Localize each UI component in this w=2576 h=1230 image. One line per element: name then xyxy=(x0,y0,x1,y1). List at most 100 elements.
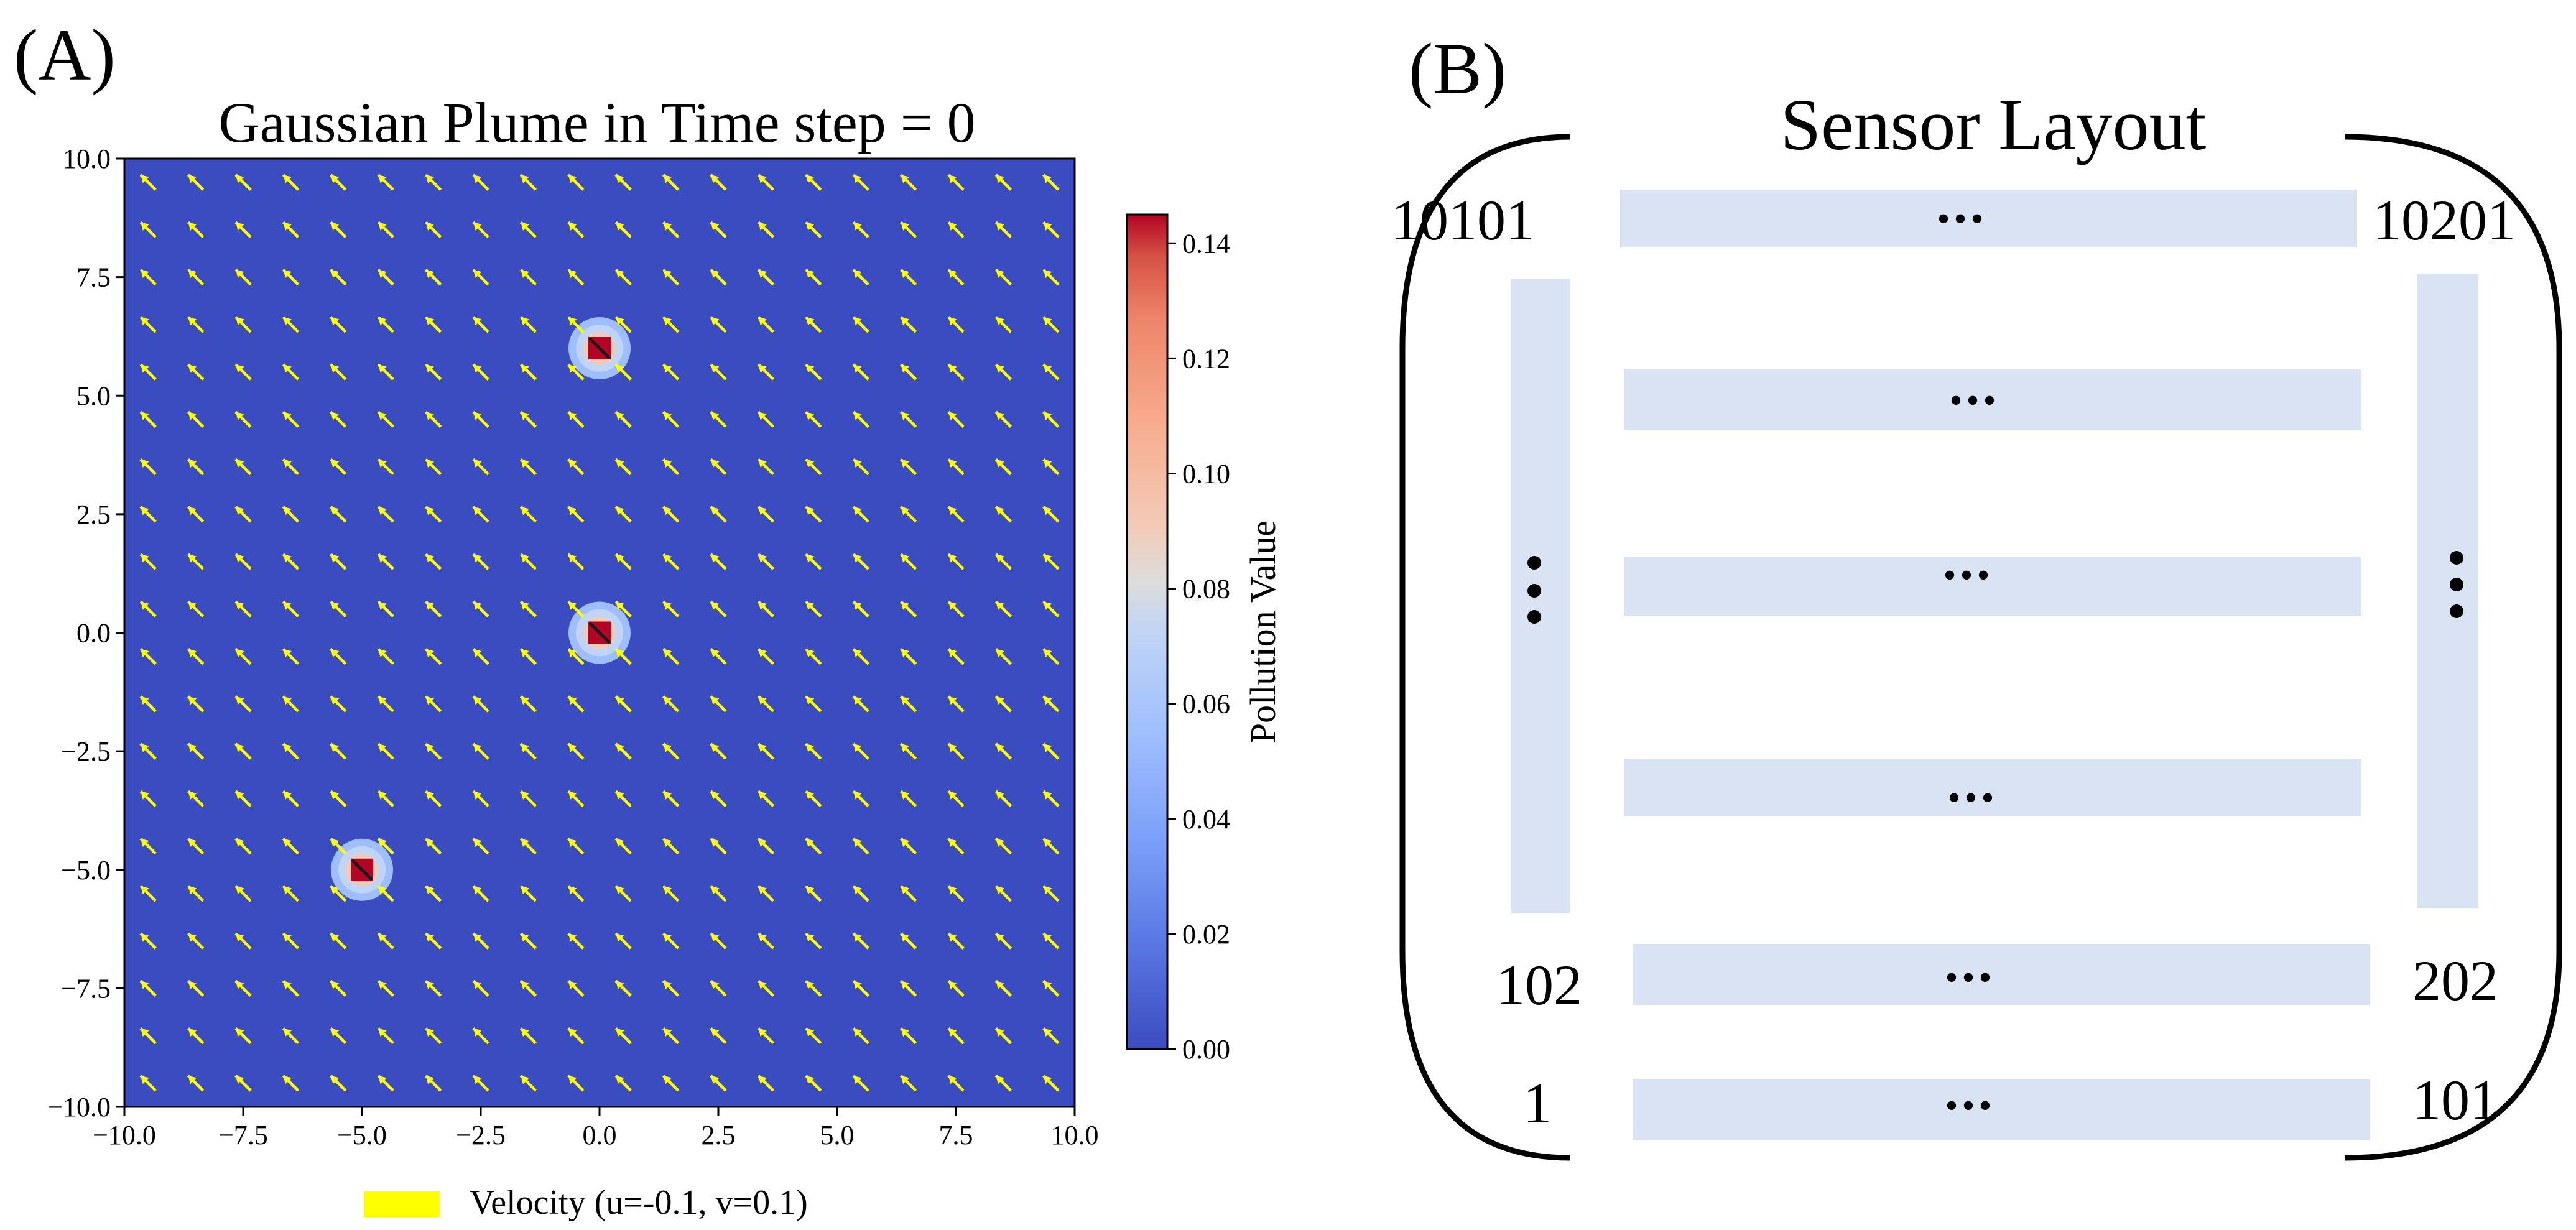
velocity-arrow xyxy=(282,553,300,570)
velocity-arrow xyxy=(282,979,300,997)
velocity-arrow xyxy=(330,1075,347,1092)
velocity-arrow xyxy=(947,695,965,713)
x-tick-label: 5.0 xyxy=(820,1120,855,1150)
velocity-arrow xyxy=(899,363,917,381)
velocity-arrow xyxy=(662,979,680,997)
x-tick-label: 10.0 xyxy=(1051,1120,1099,1150)
velocity-arrow xyxy=(805,458,822,476)
velocity-arrow xyxy=(282,695,300,713)
velocity-arrow xyxy=(994,553,1012,570)
velocity-arrow xyxy=(710,363,727,381)
velocity-arrow xyxy=(757,932,775,950)
velocity-arrow xyxy=(662,316,680,333)
plume-source-mark xyxy=(588,337,611,359)
velocity-arrow xyxy=(377,838,394,855)
velocity-arrow xyxy=(852,410,869,428)
velocity-arrow xyxy=(994,1075,1012,1092)
velocity-arrow xyxy=(994,979,1012,997)
velocity-arrow xyxy=(710,742,727,760)
velocity-arrow xyxy=(377,506,394,523)
velocity-arrow xyxy=(710,173,727,191)
velocity-arrow xyxy=(994,410,1012,428)
velocity-arrow xyxy=(330,363,347,381)
velocity-arrow xyxy=(567,221,585,238)
velocity-arrow xyxy=(567,600,585,617)
colorbar-tick-label: 0.00 xyxy=(1182,1034,1230,1065)
velocity-arrow xyxy=(424,221,442,238)
sensor-label-upper-right: 202 xyxy=(2412,949,2498,1012)
velocity-arrow xyxy=(139,600,157,617)
velocity-arrow xyxy=(852,979,869,997)
velocity-arrow xyxy=(614,363,632,381)
velocity-arrow xyxy=(662,458,680,476)
velocity-arrow xyxy=(234,173,252,191)
velocity-arrow xyxy=(947,932,965,950)
velocity-arrow xyxy=(899,553,917,570)
velocity-arrow xyxy=(567,173,585,191)
legend: Velocity (u=-0.1, v=0.1) xyxy=(364,1183,808,1222)
velocity-arrow xyxy=(757,221,775,238)
row-ellipsis: ••• xyxy=(1947,777,1998,818)
velocity-arrow xyxy=(614,506,632,523)
left-bracket xyxy=(1399,134,1571,1161)
x-tick-label: −7.5 xyxy=(218,1120,268,1150)
velocity-arrow xyxy=(139,885,157,902)
sensor-label-top-right: 10201 xyxy=(2373,188,2516,252)
velocity-arrow xyxy=(377,269,394,286)
velocity-arrow xyxy=(472,316,489,333)
velocity-arrow xyxy=(139,173,157,191)
colorbar-tick-label: 0.14 xyxy=(1182,228,1230,259)
velocity-arrow xyxy=(805,1027,822,1045)
colorbar-tick-label: 0.12 xyxy=(1182,343,1230,374)
legend-label: Velocity (u=-0.1, v=0.1) xyxy=(470,1183,808,1222)
velocity-arrow xyxy=(424,695,442,713)
velocity-arrow xyxy=(662,742,680,760)
velocity-arrow xyxy=(377,932,394,950)
row-ellipsis: ••• xyxy=(1945,957,1995,998)
velocity-arrow xyxy=(852,221,869,238)
velocity-arrow xyxy=(1042,410,1060,428)
velocity-arrow xyxy=(1042,1075,1060,1092)
velocity-arrow xyxy=(757,506,775,523)
velocity-arrow xyxy=(187,553,205,570)
velocity-arrow xyxy=(614,410,632,428)
velocity-arrow xyxy=(614,221,632,238)
velocity-arrow xyxy=(472,648,489,665)
sensor-row xyxy=(1633,1079,2370,1140)
velocity-arrow xyxy=(852,506,869,523)
velocity-arrow xyxy=(852,932,869,950)
velocity-arrow xyxy=(805,695,822,713)
velocity-arrow xyxy=(424,316,442,333)
velocity-arrow xyxy=(947,742,965,760)
velocity-arrow xyxy=(614,458,632,476)
velocity-arrow xyxy=(899,648,917,665)
velocity-arrow xyxy=(662,1027,680,1045)
velocity-arrow xyxy=(899,885,917,902)
velocity-arrow xyxy=(805,173,822,191)
velocity-arrow xyxy=(899,506,917,523)
velocity-arrow xyxy=(757,790,775,807)
velocity-arrow xyxy=(472,1075,489,1092)
velocity-arrow xyxy=(472,363,489,381)
velocity-arrow xyxy=(899,742,917,760)
velocity-arrow xyxy=(472,1027,489,1045)
velocity-arrow xyxy=(472,269,489,286)
velocity-arrow xyxy=(710,269,727,286)
y-tick-label: 5.0 xyxy=(76,381,111,411)
velocity-arrow xyxy=(567,885,585,902)
velocity-arrow xyxy=(805,1075,822,1092)
velocity-arrow xyxy=(614,1027,632,1045)
velocity-arrow xyxy=(330,316,347,333)
velocity-arrow xyxy=(710,1075,727,1092)
velocity-arrow xyxy=(187,932,205,950)
velocity-arrow xyxy=(330,553,347,570)
velocity-arrow xyxy=(139,410,157,428)
velocity-arrow xyxy=(899,695,917,713)
y-tick-label: −10.0 xyxy=(47,1092,111,1122)
velocity-arrow xyxy=(377,363,394,381)
y-tick-label: −2.5 xyxy=(61,736,111,767)
velocity-arrow xyxy=(710,838,727,855)
velocity-arrow xyxy=(614,838,632,855)
velocity-arrow xyxy=(472,979,489,997)
velocity-arrow xyxy=(424,885,442,902)
